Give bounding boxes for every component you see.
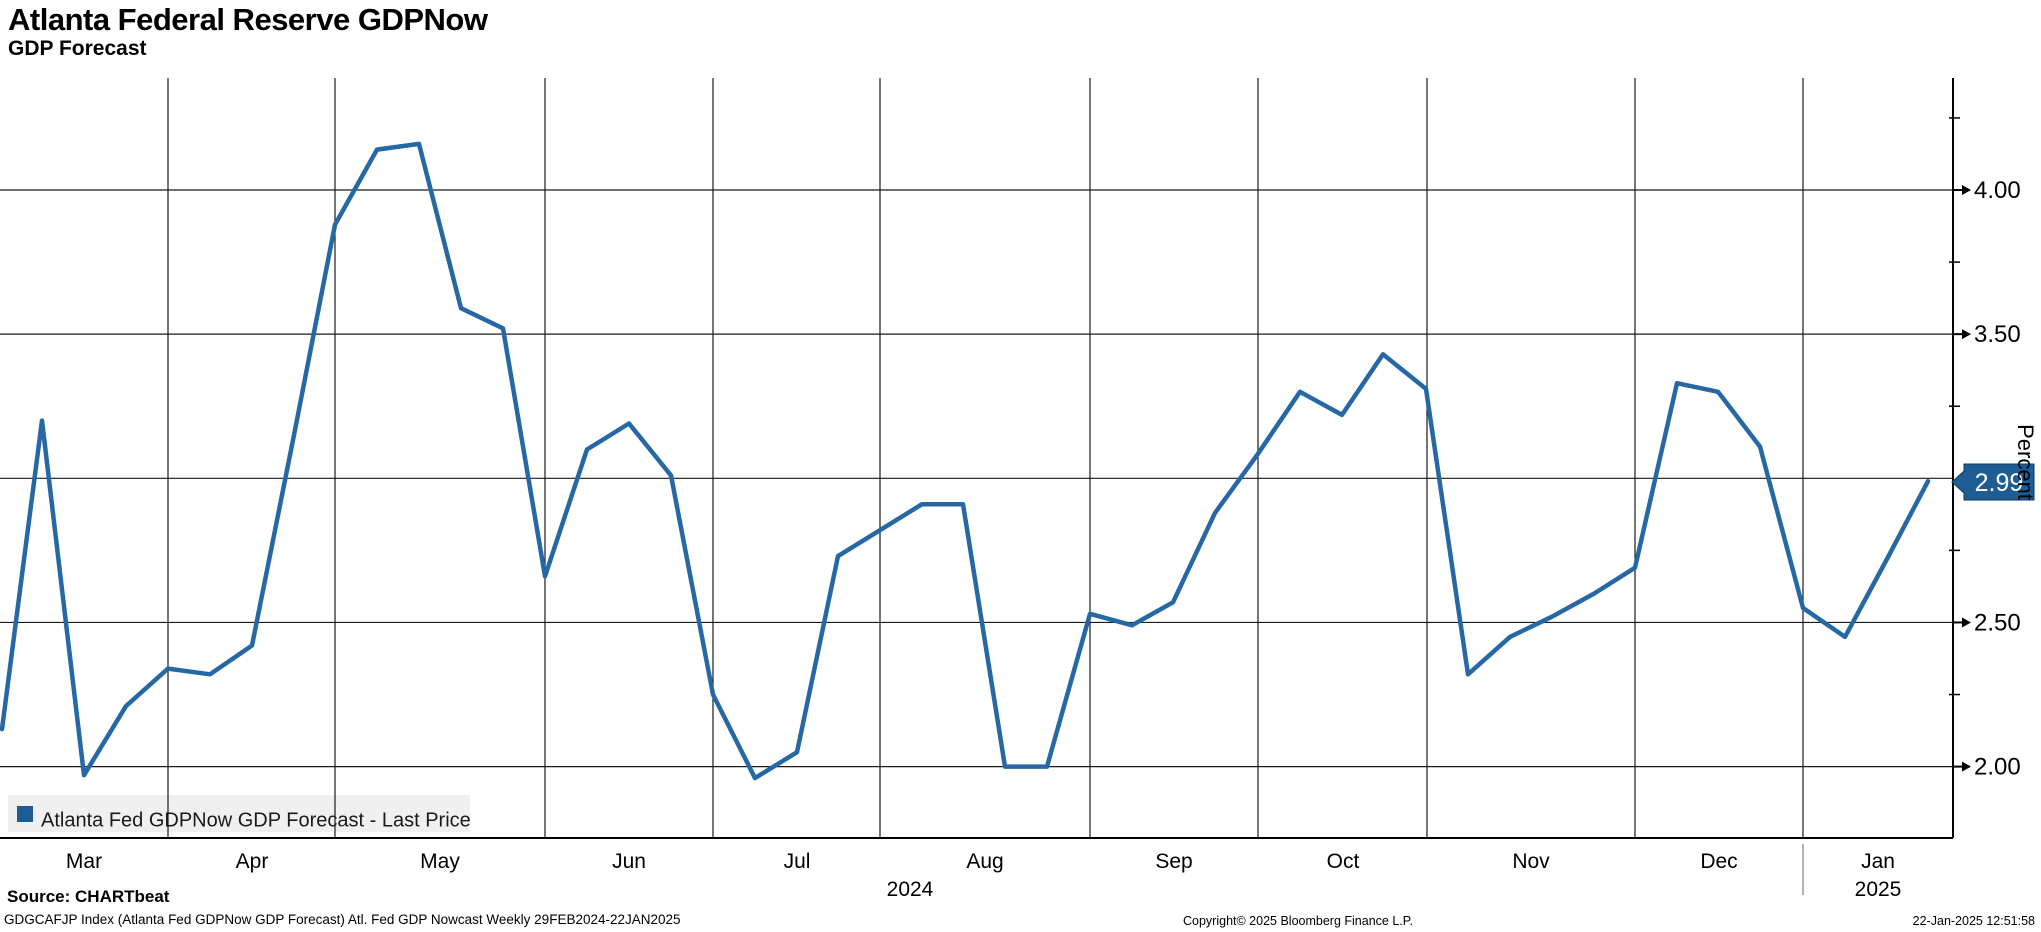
month-label: Jun (612, 850, 646, 873)
major-tick-arrow (1962, 617, 1971, 628)
last-price-badge: 2.99 (1951, 463, 2035, 501)
month-label: Apr (236, 850, 269, 873)
timestamp: 22-Jan-2025 12:51:58 (1912, 914, 2035, 928)
gridlines (0, 78, 1953, 838)
copyright-notice: Copyright© 2025 Bloomberg Finance L.P. (1183, 914, 1413, 928)
source-label: Source: CHARTbeat (7, 887, 170, 906)
y-tick-label: 2.50 (1974, 609, 2021, 636)
gdp-forecast-line[interactable] (0, 141, 1931, 781)
last-price-value: 2.99 (1975, 469, 2024, 497)
month-label: Jan (1861, 850, 1895, 873)
month-label: Nov (1512, 850, 1550, 873)
y-axis-ticks: 4.00 3.50 2.50 2.00 (1949, 117, 2021, 781)
year-label: 2024 (887, 878, 934, 901)
month-label: May (420, 850, 460, 873)
y-tick-label: 4.00 (1974, 177, 2021, 204)
last-price-badge-shape (1951, 463, 2035, 501)
month-label: Jul (784, 850, 811, 873)
axes (0, 78, 1954, 895)
x-axis-labels: Mar Apr May Jun Jul Aug Sep Oct Nov Dec Jan 2024 202… (66, 850, 1901, 901)
year-label: 2025 (1855, 878, 1902, 901)
month-label: Sep (1155, 850, 1192, 873)
y-tick-label: 2.00 (1974, 754, 2021, 781)
major-tick-arrow (1962, 329, 1971, 340)
legend[interactable]: Atlanta Fed GDPNow GDP Forecast - Last P… (17, 806, 471, 831)
legend-label: Atlanta Fed GDPNow GDP Forecast - Last P… (41, 809, 471, 831)
month-label: Aug (966, 850, 1003, 873)
major-tick-arrow (1962, 761, 1971, 772)
major-tick-arrow (1962, 185, 1971, 195)
page-subtitle: GDP Forecast (8, 37, 147, 60)
legend-background (8, 795, 470, 832)
y-axis-title: Percent (2013, 424, 2038, 500)
series-layer (0, 141, 1931, 781)
month-label: Dec (1700, 850, 1737, 873)
legend-marker-icon (17, 806, 33, 822)
month-label: Oct (1327, 850, 1360, 873)
index-description: GDGCAFJP Index (Atlanta Fed GDPNow GDP F… (4, 912, 681, 927)
month-label: Mar (66, 850, 102, 873)
y-tick-label: 3.50 (1974, 321, 2021, 348)
page-title: Atlanta Federal Reserve GDPNow (8, 2, 488, 37)
